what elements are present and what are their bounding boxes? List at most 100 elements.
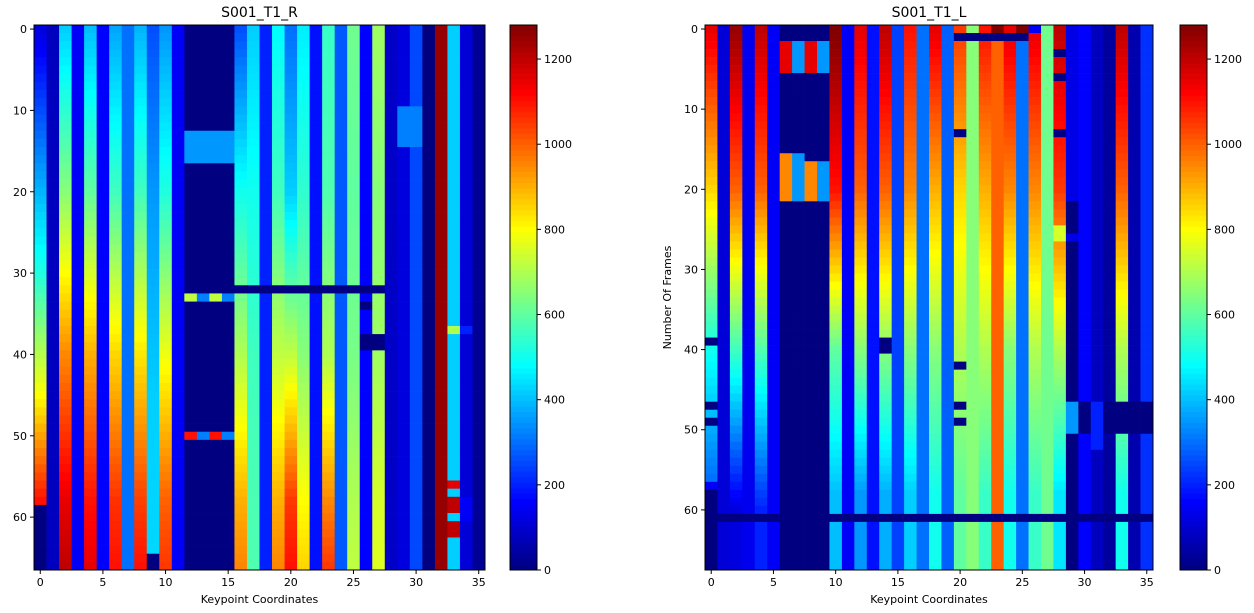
left-chart-heatmap-cell [472,163,486,172]
right-chart-heatmap-cell [1016,41,1029,50]
right-chart-heatmap-cell [916,385,930,395]
right-chart-heatmap-cell [1103,49,1117,58]
left-chart-heatmap-cell [134,537,148,546]
left-chart-heatmap-cell [359,90,373,99]
right-chart-heatmap-cell [991,377,1005,387]
left-chart-heatmap-cell [121,41,135,50]
left-chart-heatmap-cell [196,504,210,514]
right-chart-heatmap-cell [1090,33,1104,42]
right-chart-heatmap-cell [779,505,793,515]
right-chart-heatmap-cell [891,153,905,162]
left-chart-heatmap-cell [422,130,436,140]
right-chart-heatmap-cell [754,321,768,330]
right-chart-heatmap-cell [941,185,955,194]
left-chart-heatmap-cell [221,122,235,132]
right-chart-heatmap-cell [705,97,718,106]
right-chart-heatmap-cell [705,561,718,571]
right-chart-heatmap-cell [1016,121,1029,130]
left-chart-heatmap-cell [459,179,473,189]
right-chart-heatmap-cell [929,409,942,419]
right-chart-heatmap-cell [817,281,830,290]
right-chart-heatmap-cell [1115,489,1129,499]
right-chart-heatmap-cell [754,57,768,66]
right-chart-heatmap-cell [717,273,731,282]
left-chart-heatmap-cell [46,147,60,156]
left-chart-heatmap-cell [121,374,135,384]
right-chart-heatmap-cell [742,409,756,419]
right-chart-heatmap-cell [705,225,718,234]
right-chart-heatmap-cell [804,33,818,42]
left-chart-heatmap-cell [409,252,423,262]
left-chart-heatmap-cell [146,537,160,546]
right-chart-heatmap-cell [978,457,992,467]
right-chart-heatmap-cell [904,417,917,427]
left-chart-heatmap-cell [434,81,448,91]
left-chart-heatmap-cell [246,391,260,400]
left-chart-heatmap-cell [372,195,386,205]
right-chart-heatmap-cell [1065,537,1079,547]
right-chart-heatmap-cell [1140,553,1154,563]
left-chart-heatmap-cell [397,73,411,83]
right-chart-heatmap-cell [953,537,967,547]
left-chart-heatmap-cell [309,301,323,311]
right-chart-heatmap-cell [904,273,917,282]
right-chart-heatmap-cell [742,73,756,82]
right-chart-heatmap-cell [854,209,868,218]
right-chart-heatmap-cell [792,25,805,34]
right-chart-heatmap-cell [916,25,930,34]
left-chart-heatmap-cell [159,179,173,189]
left-chart-heatmap-cell [459,147,473,156]
right-chart-heatmap-cell [767,65,781,74]
left-chart-colorbar-tick-label: 0 [544,564,551,577]
right-chart-heatmap-cell [1103,297,1117,306]
left-chart-heatmap-cell [459,521,473,530]
right-chart-heatmap-cell [991,529,1005,539]
right-chart-heatmap-cell [991,137,1005,146]
right-chart-heatmap-cell [1041,97,1054,106]
left-chart-heatmap-cell [447,439,461,449]
left-chart-heatmap-cell [372,155,386,164]
right-chart-heatmap-cell [1140,401,1154,411]
left-chart-heatmap-cell [196,203,210,213]
right-chart-heatmap-cell [717,153,731,162]
right-chart-heatmap-cell [1053,513,1067,523]
right-chart-heatmap-cell [742,345,756,354]
left-chart-heatmap-cell [46,114,60,123]
right-chart-heatmap-cell [817,361,830,370]
right-chart-heatmap-cell [941,465,955,475]
left-chart-heatmap-cell [109,114,123,123]
right-chart-heatmap-cell [1115,505,1129,515]
left-chart-heatmap-cell [347,130,361,140]
left-chart-heatmap-cell [221,25,235,34]
right-chart-heatmap-cell [1115,449,1129,459]
right-chart-heatmap-cell [866,521,880,531]
left-chart-heatmap-cell [322,480,336,489]
right-chart-heatmap-cell [1103,217,1117,226]
right-chart-heatmap-cell [705,113,718,122]
right-chart-heatmap-cell [929,25,942,34]
left-chart-heatmap-cell [397,244,411,254]
left-chart-heatmap-cell [71,350,85,359]
right-chart-heatmap-cell [978,81,992,90]
left-chart-heatmap-cell [334,358,348,367]
left-chart-heatmap-cell [334,415,348,424]
right-chart-heatmap-cell [1016,281,1029,290]
left-chart-heatmap-cell [34,513,47,522]
left-chart-heatmap-cell [96,147,110,156]
left-chart-heatmap-cell [322,114,336,123]
left-chart-heatmap-cell [209,73,223,83]
left-chart-heatmap-cell [309,195,323,205]
left-chart-heatmap-cell [472,195,486,205]
left-chart-heatmap-cell [59,228,72,237]
right-chart-heatmap-cell [829,305,843,314]
right-chart-heatmap-cell [705,345,718,354]
right-chart-heatmap-cell [754,225,768,234]
left-chart-heatmap-cell [159,472,173,481]
right-chart-heatmap-cell [1140,137,1154,146]
left-chart-heatmap-cell [459,447,473,457]
left-chart-heatmap-cell [309,325,323,335]
right-chart-heatmap-cell [1041,249,1054,258]
left-chart-heatmap-cell [221,521,235,530]
left-chart-heatmap-cell [372,122,386,132]
left-chart-heatmap-cell [372,439,386,449]
